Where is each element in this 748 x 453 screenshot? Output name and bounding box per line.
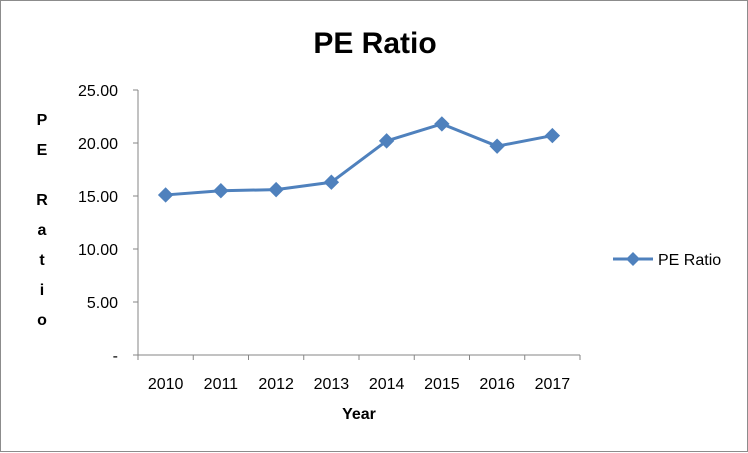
y-tick-label: - (113, 348, 118, 365)
data-point-marker (434, 116, 450, 132)
data-point-marker (378, 133, 395, 149)
legend: PE Ratio (613, 252, 721, 269)
y-axis-title-letter: P (37, 112, 48, 129)
data-point-marker (489, 138, 505, 154)
data-point-marker (157, 187, 174, 203)
y-tick-label: 20.00 (78, 136, 118, 153)
y-tick-label: 15.00 (78, 189, 118, 206)
data-point-marker (213, 182, 229, 199)
x-axis-title: Year (342, 406, 376, 423)
chart-title: PE Ratio (313, 27, 436, 60)
x-tick-label: 2017 (535, 376, 571, 393)
data-point-marker (268, 181, 284, 198)
y-axis-title: PE Ratio (36, 112, 48, 329)
series-line (165, 122, 553, 197)
y-axis-title-letter: o (37, 312, 47, 329)
x-tick-label: 2015 (424, 376, 460, 393)
x-tick-label: 2011 (204, 376, 239, 393)
data-point-marker (544, 127, 561, 144)
x-tick-label: 2013 (314, 376, 350, 393)
y-tick-label: 25.00 (78, 83, 118, 100)
legend-diamond-icon (626, 252, 640, 266)
x-tick-label: 2016 (479, 376, 515, 393)
y-axis-title-letter: R (36, 192, 48, 209)
y-tick-label: 5.00 (87, 295, 118, 312)
y-axis-title-letter: a (38, 222, 47, 239)
plot-area: - 5.00 10.00 15.00 20.00 25.00 2010 2011 2012 201… (78, 83, 581, 393)
x-tick-label: 2012 (258, 376, 294, 393)
y-axis-title-letter: t (39, 252, 45, 269)
x-tick-label: 2010 (148, 376, 184, 393)
x-tick-label: 2014 (369, 376, 405, 393)
legend-label: PE Ratio (658, 252, 721, 269)
data-point-marker (323, 174, 340, 190)
y-tick-label: 10.00 (78, 242, 118, 259)
y-axis-title-letter: i (40, 282, 44, 299)
y-axis-title-letter: E (37, 142, 48, 159)
